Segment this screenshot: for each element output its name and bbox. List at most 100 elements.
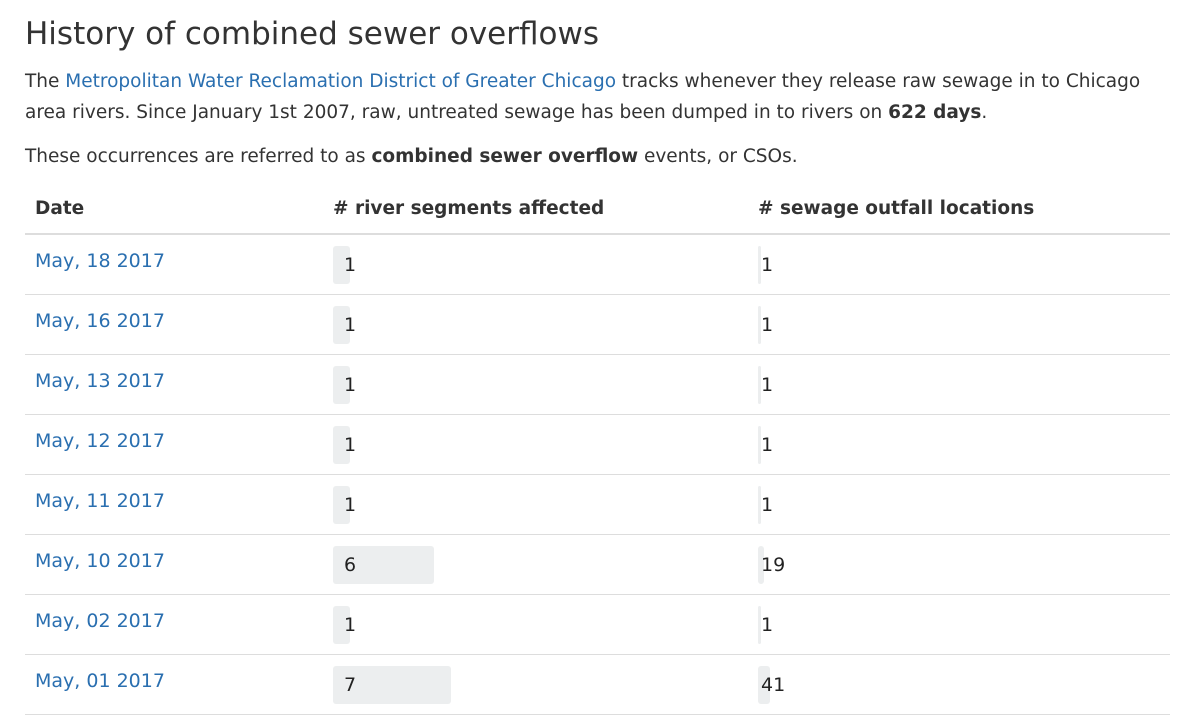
intro-paragraph: The Metropolitan Water Reclamation Distr… [25, 66, 1175, 128]
outfalls-value: 19 [761, 553, 786, 576]
outfalls-cell: 19 [748, 534, 1170, 595]
outfalls-value: 1 [761, 373, 774, 396]
date-link[interactable]: May, 02 2017 [35, 609, 165, 632]
header-date: Date [25, 183, 323, 235]
outfalls-bar-wrap: 1 [758, 605, 1160, 644]
segments-bar [333, 365, 350, 404]
cso-definition: These occurrences are referred to as com… [25, 141, 798, 172]
segments-bar [333, 665, 451, 704]
segments-bar [333, 425, 350, 464]
outfalls-bar-wrap: 41 [758, 665, 1160, 704]
outfalls-bar-wrap: 1 [758, 425, 1160, 464]
segments-bar-wrap: 1 [333, 365, 738, 404]
outfalls-cell: 1 [748, 594, 1170, 655]
date-link[interactable]: May, 16 2017 [35, 309, 165, 332]
outfalls-bar [758, 245, 761, 284]
segments-value: 1 [344, 313, 357, 336]
segments-bar [333, 305, 350, 344]
date-link[interactable]: May, 12 2017 [35, 429, 165, 452]
definition-prefix: These occurrences are referred to as [25, 146, 372, 167]
page-title: History of combined sewer overflows [25, 16, 599, 52]
segments-value: 1 [344, 613, 357, 636]
outfalls-value: 41 [761, 673, 786, 696]
segments-value: 7 [344, 673, 357, 696]
table-row: May, 18 2017 1 1 [25, 234, 1170, 295]
table-body: May, 18 2017 1 1 May, 16 2017 1 1 May, 13 2017… [25, 234, 1170, 715]
header-outfalls: # sewage outfall locations [748, 183, 1170, 235]
date-link[interactable]: May, 18 2017 [35, 249, 165, 272]
segments-bar [333, 245, 350, 284]
date-link[interactable]: May, 13 2017 [35, 369, 165, 392]
segments-bar-wrap: 7 [333, 665, 738, 704]
segments-cell: 6 [323, 534, 748, 595]
outfalls-value: 1 [761, 493, 774, 516]
table-row: May, 02 2017 1 1 [25, 594, 1170, 655]
date-cell: May, 01 2017 [25, 654, 323, 715]
segments-value: 6 [344, 553, 357, 576]
table-row: May, 13 2017 1 1 [25, 354, 1170, 415]
outfalls-cell: 1 [748, 294, 1170, 355]
outfalls-bar [758, 605, 761, 644]
segments-cell: 7 [323, 654, 748, 715]
outfalls-cell: 1 [748, 414, 1170, 475]
outfalls-cell: 1 [748, 234, 1170, 295]
table-row: May, 16 2017 1 1 [25, 294, 1170, 355]
cso-term: combined sewer overflow [371, 146, 639, 167]
segments-cell: 1 [323, 354, 748, 415]
header-segments: # river segments affected [323, 183, 748, 235]
segments-cell: 1 [323, 234, 748, 295]
date-link[interactable]: May, 01 2017 [35, 669, 165, 692]
segments-cell: 1 [323, 294, 748, 355]
segments-value: 1 [344, 373, 357, 396]
table-row: May, 10 2017 6 19 [25, 534, 1170, 595]
segments-bar-wrap: 1 [333, 425, 738, 464]
segments-value: 1 [344, 253, 357, 276]
outfalls-bar [758, 305, 761, 344]
segments-bar-wrap: 1 [333, 605, 738, 644]
segments-bar [333, 545, 434, 584]
segments-bar-wrap: 6 [333, 545, 738, 584]
outfalls-value: 1 [761, 613, 774, 636]
outfalls-value: 1 [761, 253, 774, 276]
mwrd-link[interactable]: Metropolitan Water Reclamation District … [65, 71, 617, 92]
outfalls-bar-wrap: 1 [758, 305, 1160, 344]
days-count: 622 days [888, 102, 982, 123]
outfalls-bar [758, 665, 770, 704]
date-cell: May, 13 2017 [25, 354, 323, 415]
date-cell: May, 02 2017 [25, 594, 323, 655]
outfalls-value: 1 [761, 313, 774, 336]
date-cell: May, 10 2017 [25, 534, 323, 595]
outfalls-cell: 41 [748, 654, 1170, 715]
outfalls-bar-wrap: 1 [758, 365, 1160, 404]
table-row: May, 01 2017 7 41 [25, 654, 1170, 715]
segments-value: 1 [344, 493, 357, 516]
outfalls-bar [758, 485, 761, 524]
outfalls-cell: 1 [748, 354, 1170, 415]
table-header-row: Date # river segments affected # sewage … [25, 183, 1170, 235]
intro-prefix: The [25, 71, 66, 92]
intro-suffix: . [981, 102, 988, 123]
date-cell: May, 12 2017 [25, 414, 323, 475]
segments-bar [333, 605, 350, 644]
outfalls-bar [758, 365, 761, 404]
outfalls-cell: 1 [748, 474, 1170, 535]
segments-cell: 1 [323, 414, 748, 475]
segments-value: 1 [344, 433, 357, 456]
date-link[interactable]: May, 10 2017 [35, 549, 165, 572]
segments-bar-wrap: 1 [333, 485, 738, 524]
cso-table: Date # river segments affected # sewage … [25, 183, 1170, 715]
table-row: May, 12 2017 1 1 [25, 414, 1170, 475]
date-cell: May, 18 2017 [25, 234, 323, 295]
outfalls-bar-wrap: 1 [758, 245, 1160, 284]
outfalls-value: 1 [761, 433, 774, 456]
date-cell: May, 11 2017 [25, 474, 323, 535]
outfalls-bar-wrap: 1 [758, 485, 1160, 524]
outfalls-bar-wrap: 19 [758, 545, 1160, 584]
outfalls-bar [758, 425, 761, 464]
date-link[interactable]: May, 11 2017 [35, 489, 165, 512]
segments-cell: 1 [323, 474, 748, 535]
definition-suffix: events, or CSOs. [638, 146, 798, 167]
table-row: May, 11 2017 1 1 [25, 474, 1170, 535]
outfalls-bar [758, 545, 764, 584]
